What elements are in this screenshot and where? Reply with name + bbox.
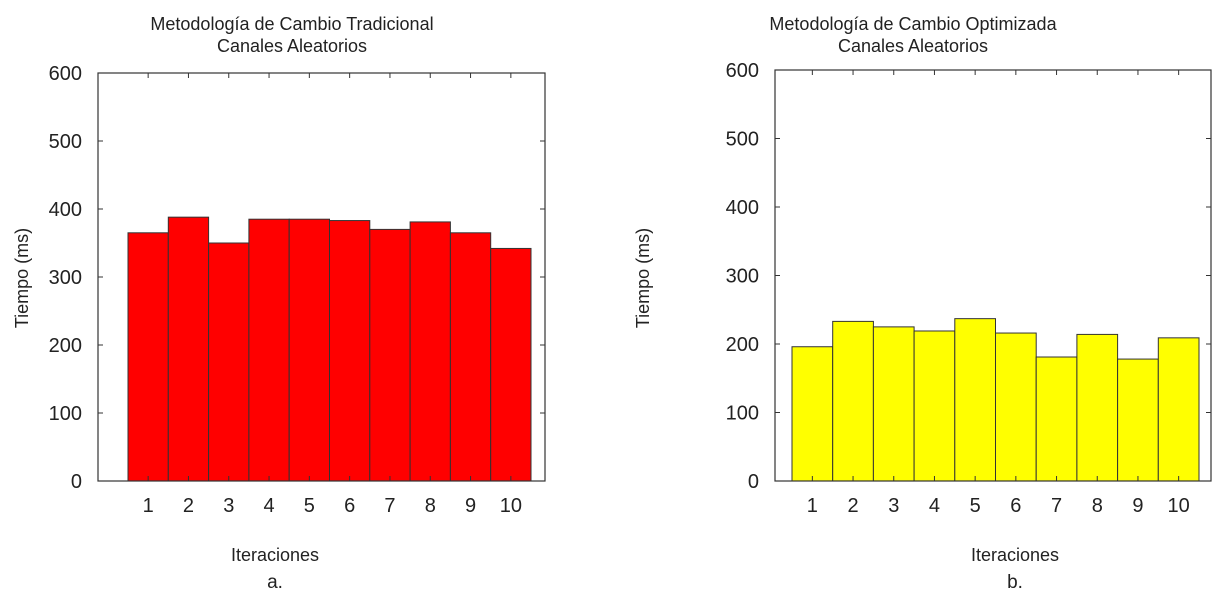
bar-3: [208, 242, 250, 482]
x-tick-label: 7: [384, 495, 395, 517]
chart-panel-b: Metodología de Cambio Optimizada Canales…: [621, 0, 1221, 600]
x-tick-label: 10: [1168, 495, 1190, 517]
x-tick-label: 5: [970, 495, 981, 517]
x-tick-label: 3: [888, 495, 899, 517]
bar-1: [127, 232, 169, 482]
y-tick-label: 600: [726, 60, 759, 82]
bar-6: [329, 220, 371, 482]
bars-group: [127, 216, 532, 482]
bars-group: [791, 318, 1200, 482]
bar-8: [1076, 333, 1119, 482]
bar-7: [1035, 356, 1078, 482]
y-tick-label: 500: [49, 131, 82, 153]
figure-caption: a.: [267, 572, 283, 593]
y-tick-label: 600: [49, 63, 82, 85]
x-tick-label: 3: [223, 495, 234, 517]
x-tick-label: 7: [1051, 495, 1062, 517]
x-axis-label: Iteraciones: [231, 545, 319, 565]
y-tick-label: 400: [726, 197, 759, 219]
x-tick-label: 8: [425, 495, 436, 517]
y-tick-label: 0: [748, 471, 759, 493]
y-tick-label: 200: [49, 335, 82, 357]
chart-subtitle: Canales Aleatorios: [838, 36, 988, 56]
y-axis-label: Tiempo (ms): [12, 228, 32, 328]
bar-8: [409, 221, 451, 482]
chart-panel-a: Metodología de Cambio Tradicional Canale…: [0, 0, 600, 600]
x-tick-label: 1: [807, 495, 818, 517]
x-tick-label: 1: [143, 495, 154, 517]
x-tick-label: 2: [847, 495, 858, 517]
bar-1: [791, 346, 834, 482]
x-tick-label: 9: [465, 495, 476, 517]
chart-subtitle: Canales Aleatorios: [217, 36, 367, 56]
x-tick-label: 2: [183, 495, 194, 517]
bar-5: [288, 218, 331, 482]
bar-5: [954, 318, 996, 482]
x-tick-label: 6: [1010, 495, 1021, 517]
bar-4: [913, 330, 956, 482]
bar-3: [872, 326, 915, 482]
y-tick-label: 500: [726, 129, 759, 151]
y-tick-label: 100: [49, 403, 82, 425]
y-tick-label: 400: [49, 199, 82, 221]
bar-10: [1157, 337, 1200, 482]
figure-caption: b.: [1007, 572, 1023, 593]
bar-2: [832, 320, 874, 482]
x-tick-label: 4: [263, 495, 274, 517]
y-tick-label: 300: [49, 267, 82, 289]
y-axis-label: Tiempo (ms): [633, 228, 653, 328]
bar-9: [449, 232, 492, 482]
bar-6: [995, 332, 1037, 482]
x-axis-label: Iteraciones: [971, 545, 1059, 565]
bar-9: [1117, 358, 1159, 482]
x-tick-label: 6: [344, 495, 355, 517]
x-tick-label: 4: [929, 495, 940, 517]
x-tick-label: 5: [304, 495, 315, 517]
y-tick-label: 300: [726, 266, 759, 288]
y-tick-label: 0: [71, 471, 82, 493]
bar-chart-b: Metodología de Cambio Optimizada Canales…: [633, 14, 1212, 593]
bar-chart-a: Metodología de Cambio Tradicional Canale…: [12, 14, 546, 593]
chart-title: Metodología de Cambio Optimizada: [769, 14, 1057, 34]
y-tick-label: 100: [726, 403, 759, 425]
bar-7: [369, 228, 411, 482]
y-tick-label: 200: [726, 334, 759, 356]
x-tick-label: 9: [1132, 495, 1143, 517]
bar-2: [167, 216, 210, 482]
x-tick-label: 10: [500, 495, 522, 517]
bar-10: [490, 247, 532, 482]
x-tick-label: 8: [1092, 495, 1103, 517]
bar-4: [248, 218, 290, 482]
chart-title: Metodología de Cambio Tradicional: [150, 14, 433, 34]
